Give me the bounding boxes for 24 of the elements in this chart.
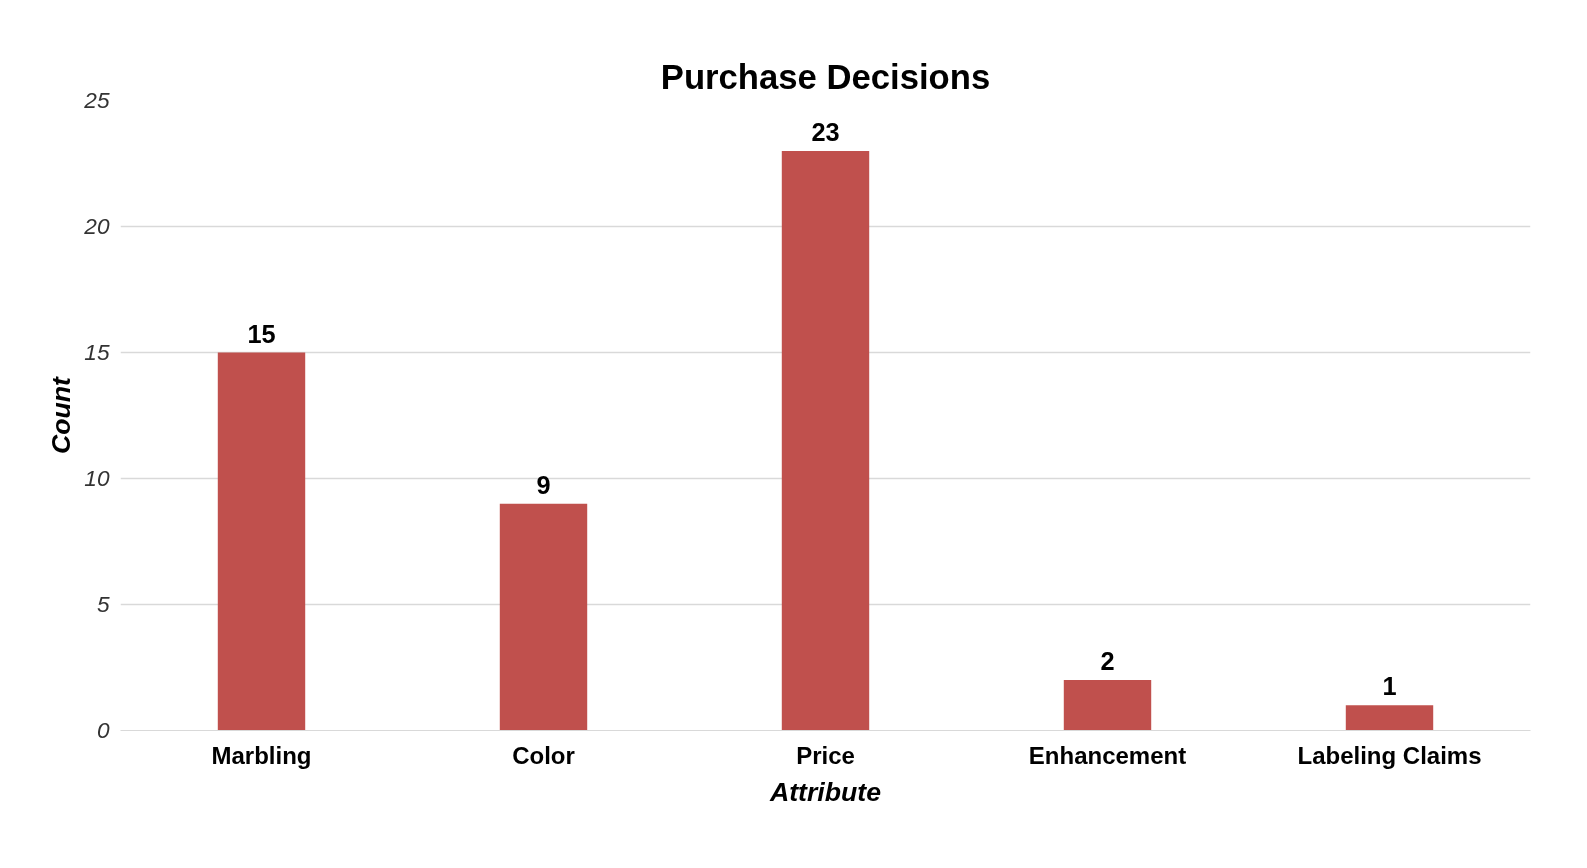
- data-label: 23: [811, 117, 840, 146]
- y-axis-title: Count: [46, 375, 77, 454]
- data-label: 1: [1382, 672, 1397, 701]
- x-tick-label: Price: [796, 741, 855, 769]
- y-tick-label: 15: [84, 339, 110, 365]
- x-tick-label: Marbling: [211, 741, 312, 769]
- y-tick-label: 10: [84, 465, 110, 491]
- x-tick-label: Color: [512, 741, 575, 769]
- data-label: 9: [536, 470, 551, 499]
- bar: [499, 503, 588, 731]
- y-tick-label: 0: [96, 717, 110, 743]
- bar: [217, 352, 306, 731]
- data-label: 15: [247, 319, 276, 348]
- y-tick-label: 5: [96, 591, 110, 617]
- y-tick-label: 20: [83, 213, 110, 239]
- data-label: 2: [1100, 647, 1115, 676]
- chart-title: Purchase Decisions: [660, 57, 991, 96]
- bar: [1063, 680, 1152, 731]
- bar: [1345, 705, 1434, 731]
- x-axis-title: Attribute: [768, 776, 882, 807]
- x-tick-label: Enhancement: [1028, 741, 1187, 769]
- x-tick-label: Labeling Claims: [1297, 741, 1482, 769]
- bar: [781, 150, 870, 731]
- y-tick-label: 25: [83, 87, 110, 113]
